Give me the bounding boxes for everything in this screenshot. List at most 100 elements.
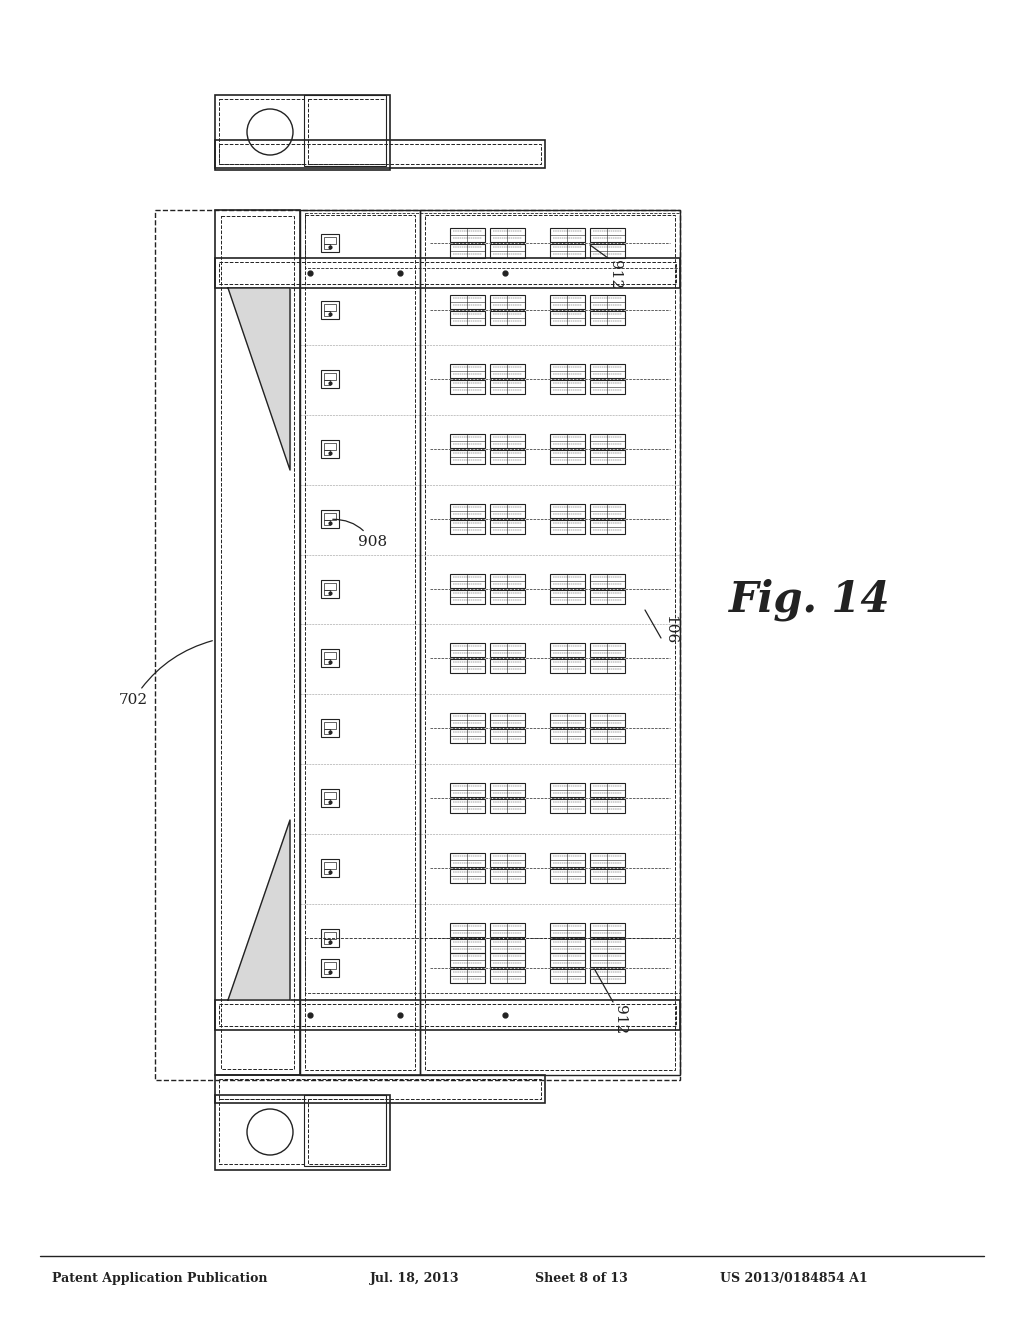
Bar [450, 969, 485, 983]
Bar [550, 853, 585, 867]
Bar [550, 504, 585, 517]
Bar [450, 939, 485, 953]
Bar [550, 729, 585, 743]
Bar [490, 504, 525, 517]
Bar [324, 312, 330, 315]
Bar [450, 312, 485, 325]
Bar [321, 579, 339, 598]
Bar [590, 520, 625, 535]
Bar [490, 590, 525, 605]
Text: 908: 908 [333, 519, 387, 549]
Bar [590, 799, 625, 813]
Bar [490, 294, 525, 309]
Bar [550, 228, 585, 242]
Bar [324, 513, 336, 520]
Bar [324, 590, 330, 595]
Bar [550, 643, 585, 657]
Bar [324, 304, 336, 312]
Bar [324, 969, 330, 974]
Bar [324, 869, 330, 874]
Bar [550, 783, 585, 797]
Bar [450, 520, 485, 535]
Bar [450, 228, 485, 242]
Bar [215, 257, 680, 288]
Text: 912: 912 [613, 1005, 627, 1035]
Bar [324, 238, 336, 244]
Bar [590, 713, 625, 727]
Bar [550, 869, 585, 883]
Bar [321, 370, 339, 388]
Bar [590, 228, 625, 242]
Bar [321, 510, 339, 528]
Bar [420, 210, 680, 1074]
Bar [590, 380, 625, 393]
Bar [450, 450, 485, 465]
Bar [450, 504, 485, 517]
Bar [490, 380, 525, 393]
Bar [324, 862, 336, 869]
Bar [308, 1100, 386, 1164]
Bar [450, 643, 485, 657]
Bar [219, 144, 541, 164]
Bar [305, 213, 680, 268]
Bar [590, 590, 625, 605]
Text: Patent Application Publication: Patent Application Publication [52, 1272, 267, 1284]
Bar [215, 1001, 680, 1030]
Bar [550, 659, 585, 673]
Polygon shape [228, 288, 290, 470]
Bar [155, 210, 680, 1080]
Bar [550, 713, 585, 727]
Bar [490, 643, 525, 657]
Bar [324, 380, 330, 385]
Bar [450, 953, 485, 968]
Bar [550, 244, 585, 257]
Bar [550, 380, 585, 393]
Bar [550, 294, 585, 309]
Bar [550, 450, 585, 465]
Bar [450, 590, 485, 605]
Bar [305, 215, 415, 1071]
Bar [490, 853, 525, 867]
Text: 702: 702 [119, 640, 212, 708]
Bar [490, 312, 525, 325]
Bar [490, 659, 525, 673]
Bar [321, 929, 339, 946]
Bar [450, 799, 485, 813]
Bar [300, 210, 420, 1074]
Bar [590, 783, 625, 797]
Bar [321, 789, 339, 807]
Text: 912: 912 [608, 260, 622, 289]
Text: US 2013/0184854 A1: US 2013/0184854 A1 [720, 1272, 867, 1284]
Bar [590, 953, 625, 968]
Bar [590, 434, 625, 447]
Bar [321, 859, 339, 876]
Bar [590, 244, 625, 257]
Bar [490, 574, 525, 587]
Bar [215, 140, 545, 168]
Bar [450, 380, 485, 393]
Bar [324, 962, 336, 969]
Bar [490, 939, 525, 953]
Bar [550, 799, 585, 813]
Bar [590, 969, 625, 983]
Bar [590, 869, 625, 883]
Bar [321, 960, 339, 977]
Bar [550, 939, 585, 953]
Bar [590, 294, 625, 309]
Text: Fig. 14: Fig. 14 [729, 578, 891, 622]
Text: Sheet 8 of 13: Sheet 8 of 13 [535, 1272, 628, 1284]
Bar [321, 234, 339, 252]
Bar [450, 659, 485, 673]
Bar [490, 799, 525, 813]
Bar [219, 99, 304, 164]
Bar [490, 783, 525, 797]
Bar [490, 450, 525, 465]
Bar [324, 729, 330, 734]
Bar [219, 261, 676, 284]
Bar [324, 932, 336, 939]
Bar [304, 1096, 386, 1166]
Bar [590, 312, 625, 325]
Bar [215, 1074, 545, 1104]
Bar [324, 444, 336, 450]
Bar [324, 659, 330, 664]
